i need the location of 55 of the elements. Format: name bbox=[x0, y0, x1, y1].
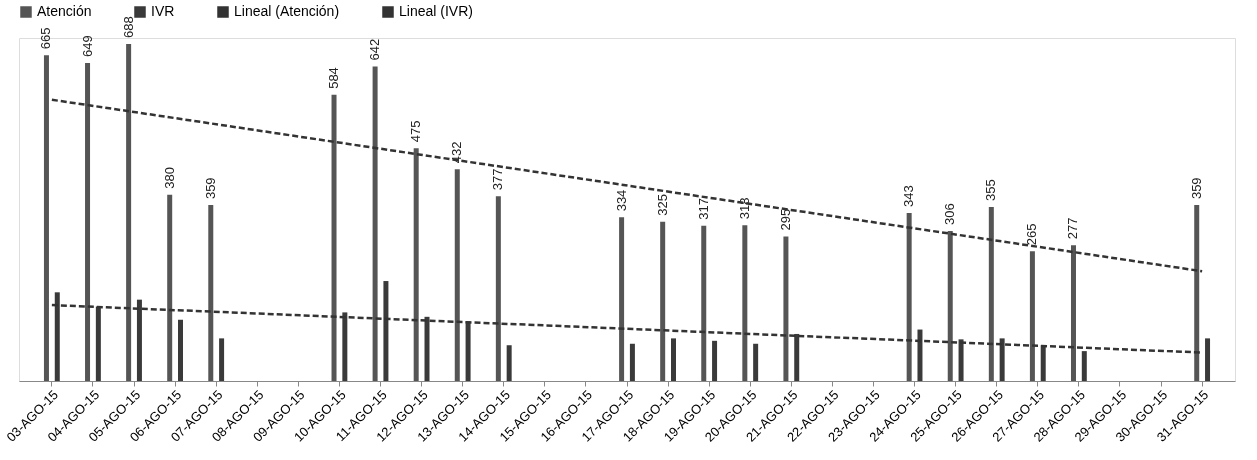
data-label: 277 bbox=[1065, 217, 1081, 240]
bar bbox=[219, 338, 225, 381]
data-label: 359 bbox=[1188, 177, 1204, 200]
legend-label: Lineal (Atención) bbox=[234, 3, 340, 19]
data-label: 584 bbox=[326, 67, 342, 89]
data-label: 265 bbox=[1024, 223, 1040, 246]
bar bbox=[742, 225, 748, 381]
bar bbox=[670, 338, 676, 381]
bar bbox=[906, 212, 912, 381]
bar bbox=[85, 62, 91, 381]
data-label: 380 bbox=[161, 167, 177, 189]
bar bbox=[208, 205, 214, 381]
data-label: 642 bbox=[367, 38, 383, 61]
bar bbox=[506, 345, 512, 381]
bar bbox=[619, 217, 625, 381]
data-label: 334 bbox=[613, 189, 629, 212]
bar bbox=[372, 66, 378, 381]
data-label: 475 bbox=[408, 120, 424, 143]
bar bbox=[1194, 205, 1200, 381]
data-label: 649 bbox=[79, 35, 95, 57]
bar bbox=[178, 319, 184, 381]
data-label: 432 bbox=[449, 141, 465, 164]
bar bbox=[413, 148, 419, 381]
bar bbox=[495, 196, 501, 381]
bar bbox=[783, 236, 789, 381]
bar bbox=[43, 55, 49, 381]
legend-label: IVR bbox=[151, 3, 175, 19]
data-label: 317 bbox=[695, 197, 711, 220]
data-label: 359 bbox=[202, 177, 218, 200]
bar bbox=[331, 94, 337, 381]
data-label: 325 bbox=[654, 194, 670, 216]
bar bbox=[1070, 245, 1076, 381]
bar bbox=[1081, 351, 1087, 381]
data-label: 295 bbox=[777, 208, 793, 231]
bar bbox=[701, 225, 707, 381]
data-label: 355 bbox=[983, 179, 999, 202]
bar bbox=[1029, 251, 1035, 381]
bar bbox=[629, 343, 635, 381]
bar bbox=[454, 169, 460, 381]
bar bbox=[167, 194, 173, 381]
legend-label: Atención bbox=[37, 3, 92, 19]
bar bbox=[988, 207, 994, 381]
data-label: 318 bbox=[736, 197, 752, 220]
bar bbox=[753, 343, 759, 381]
data-label: 343 bbox=[901, 185, 917, 207]
bar bbox=[660, 221, 666, 381]
bar bbox=[712, 340, 718, 381]
bar bbox=[126, 43, 132, 381]
bar bbox=[947, 231, 953, 381]
data-label: 306 bbox=[942, 203, 958, 226]
legend-label: Lineal (IVR) bbox=[399, 3, 473, 19]
data-label: 665 bbox=[38, 27, 54, 50]
data-label: 377 bbox=[490, 168, 506, 191]
data-label: 688 bbox=[120, 16, 136, 38]
bar bbox=[1205, 338, 1211, 381]
